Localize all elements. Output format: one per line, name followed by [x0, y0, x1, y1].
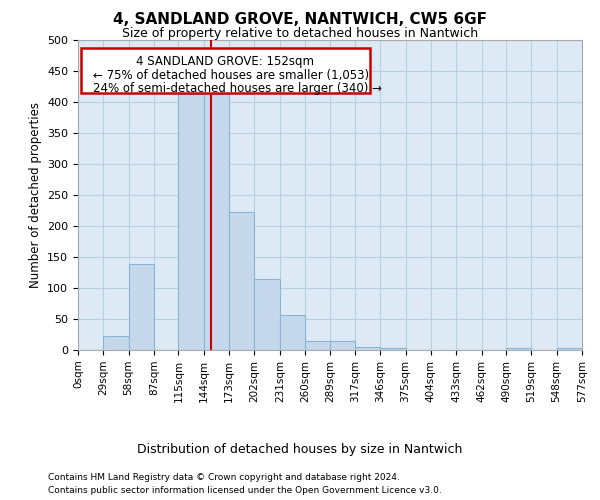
Bar [355, 347, 380, 350]
Bar [331, 340, 355, 350]
Text: Contains HM Land Registry data © Crown copyright and database right 2024.: Contains HM Land Registry data © Crown c… [48, 472, 400, 482]
Text: 4 SANDLAND GROVE: 152sqm: 4 SANDLAND GROVE: 152sqm [136, 54, 314, 68]
Bar [103, 336, 128, 350]
Text: Size of property relative to detached houses in Nantwich: Size of property relative to detached ho… [122, 28, 478, 40]
Bar [380, 348, 406, 350]
Bar [506, 348, 532, 350]
Text: Distribution of detached houses by size in Nantwich: Distribution of detached houses by size … [137, 442, 463, 456]
Text: 4, SANDLAND GROVE, NANTWICH, CW5 6GF: 4, SANDLAND GROVE, NANTWICH, CW5 6GF [113, 12, 487, 28]
Bar [128, 264, 154, 350]
Text: ← 75% of detached houses are smaller (1,053): ← 75% of detached houses are smaller (1,… [93, 68, 369, 82]
Text: 24% of semi-detached houses are larger (340) →: 24% of semi-detached houses are larger (… [93, 82, 382, 96]
Bar [204, 94, 229, 350]
Bar [280, 314, 305, 350]
Text: Contains public sector information licensed under the Open Government Licence v3: Contains public sector information licen… [48, 486, 442, 495]
Bar [254, 278, 280, 350]
Bar [557, 348, 582, 350]
FancyBboxPatch shape [80, 48, 370, 92]
Bar [178, 94, 204, 350]
Bar [305, 340, 331, 350]
Y-axis label: Number of detached properties: Number of detached properties [29, 102, 41, 288]
Bar [229, 212, 254, 350]
